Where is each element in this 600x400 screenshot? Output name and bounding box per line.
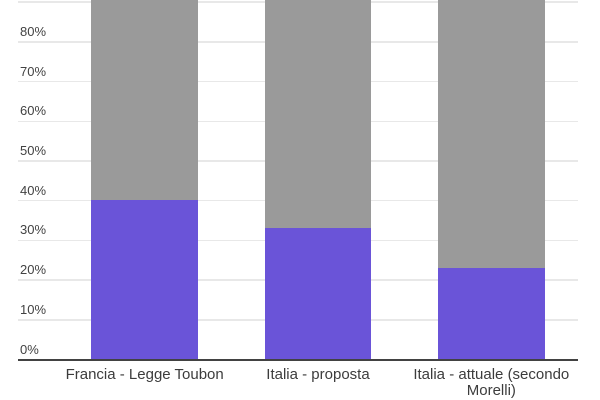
x-axis-label: Francia - Legge Toubon [65, 366, 224, 383]
y-tick-label: 80% [20, 23, 47, 39]
y-tick-label: 20% [20, 262, 47, 278]
bar-segment-gray [437, 0, 545, 268]
bar-segment-gray [264, 0, 372, 228]
bar-segment-purple [91, 200, 198, 359]
bar-group [264, 0, 372, 359]
bar-group [91, 0, 198, 359]
x-axis-label: Italia - attuale (secondo Morelli) [413, 366, 570, 399]
x-axis-label: Italia - proposta [266, 366, 370, 383]
bar-segment-purple [264, 228, 372, 359]
y-tick-label: 30% [20, 222, 47, 238]
y-tick-label: 0% [20, 341, 39, 357]
y-tick-label: 60% [20, 103, 47, 119]
x-axis-labels: Francia - Legge Toubon Italia - proposta I… [58, 367, 578, 399]
y-tick-label: 70% [20, 63, 47, 79]
bar-segment-purple [437, 267, 545, 359]
bar-segment-gray [91, 0, 198, 201]
y-tick-label: 50% [20, 143, 47, 158]
y-tick-label: 10% [20, 301, 47, 317]
bar-group [437, 0, 545, 359]
y-tick-label: 40% [20, 182, 47, 198]
x-axis-line [18, 358, 578, 361]
